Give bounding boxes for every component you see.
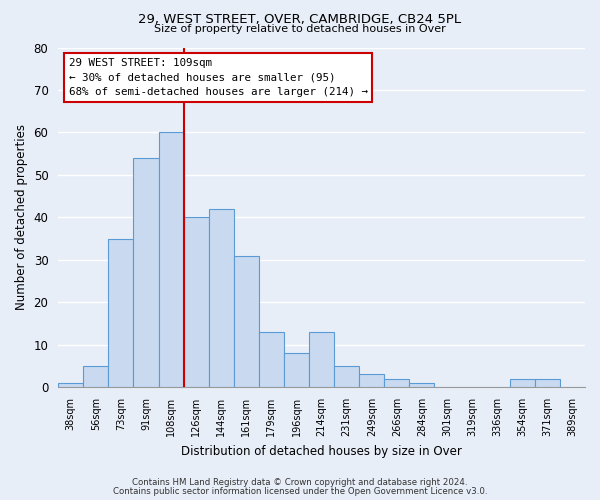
Bar: [359, 374, 384, 387]
Bar: [510, 378, 535, 387]
Bar: [83, 366, 109, 387]
X-axis label: Distribution of detached houses by size in Over: Distribution of detached houses by size …: [181, 444, 462, 458]
Text: Contains public sector information licensed under the Open Government Licence v3: Contains public sector information licen…: [113, 487, 487, 496]
Bar: [259, 332, 284, 387]
Text: 29, WEST STREET, OVER, CAMBRIDGE, CB24 5PL: 29, WEST STREET, OVER, CAMBRIDGE, CB24 5…: [139, 12, 461, 26]
Bar: [133, 158, 158, 387]
Bar: [58, 383, 83, 387]
Bar: [334, 366, 359, 387]
Text: Contains HM Land Registry data © Crown copyright and database right 2024.: Contains HM Land Registry data © Crown c…: [132, 478, 468, 487]
Bar: [309, 332, 334, 387]
Bar: [184, 218, 209, 387]
Bar: [158, 132, 184, 387]
Bar: [535, 378, 560, 387]
Bar: [409, 383, 434, 387]
Text: Size of property relative to detached houses in Over: Size of property relative to detached ho…: [154, 24, 446, 34]
Bar: [384, 378, 409, 387]
Bar: [209, 209, 234, 387]
Bar: [234, 256, 259, 387]
Text: 29 WEST STREET: 109sqm
← 30% of detached houses are smaller (95)
68% of semi-det: 29 WEST STREET: 109sqm ← 30% of detached…: [68, 58, 368, 98]
Bar: [284, 353, 309, 387]
Bar: [109, 238, 133, 387]
Y-axis label: Number of detached properties: Number of detached properties: [15, 124, 28, 310]
